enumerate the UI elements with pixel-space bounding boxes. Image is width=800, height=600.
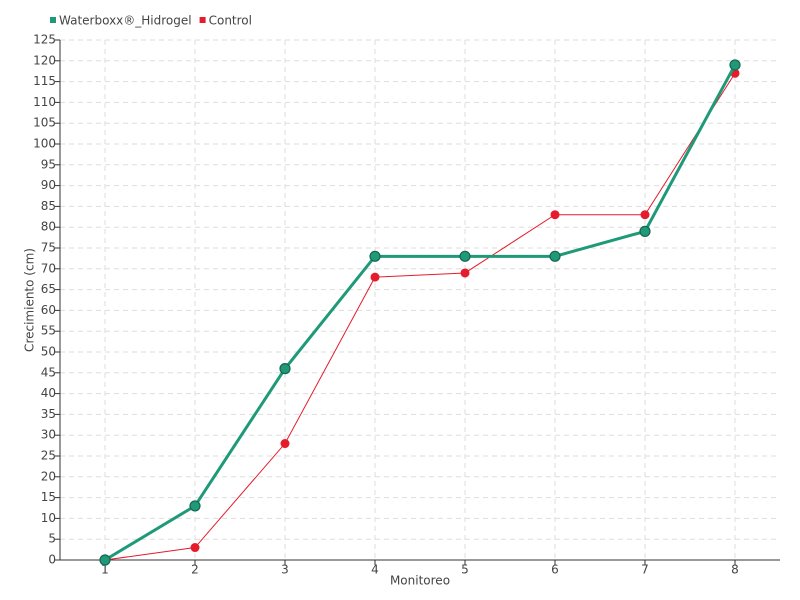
y-tick-label: 90 xyxy=(41,178,56,192)
y-tick-label: 125 xyxy=(33,33,56,47)
y-tick-label: 80 xyxy=(41,220,56,234)
data-point xyxy=(639,225,651,237)
data-point xyxy=(280,439,290,449)
y-tick-label: 85 xyxy=(41,199,56,213)
legend-label: Control xyxy=(209,14,252,28)
y-tick-label: 50 xyxy=(41,345,56,359)
y-tick-label: 75 xyxy=(41,241,56,255)
y-tick-label: 15 xyxy=(41,490,56,504)
x-tick-label: 4 xyxy=(371,563,379,577)
data-point xyxy=(550,210,560,220)
y-tick-label: 65 xyxy=(41,282,56,296)
y-tick-label: 5 xyxy=(48,532,56,546)
y-tick-label: 20 xyxy=(41,469,56,483)
y-tick-label: 25 xyxy=(41,449,56,463)
x-tick-label: 8 xyxy=(731,563,739,577)
y-tick-label: 100 xyxy=(33,137,56,151)
data-point xyxy=(279,363,291,375)
data-point xyxy=(459,250,471,262)
data-point xyxy=(189,500,201,512)
x-tick-label: 6 xyxy=(551,563,559,577)
legend-label: Waterboxx®_Hidrogel xyxy=(59,14,192,28)
legend-swatch xyxy=(199,17,206,23)
series-line xyxy=(104,64,737,562)
data-point xyxy=(99,554,111,566)
x-tick-label: 3 xyxy=(281,563,289,577)
x-tick-label: 5 xyxy=(461,563,469,577)
y-tick-label: 110 xyxy=(33,95,56,109)
y-tick-label: 0 xyxy=(48,553,56,567)
y-tick-label: 70 xyxy=(41,261,56,275)
y-tick-label: 10 xyxy=(41,511,56,525)
y-tick-label: 105 xyxy=(33,116,56,130)
data-point xyxy=(549,250,561,262)
y-tick-label: 115 xyxy=(33,74,56,88)
data-point xyxy=(370,272,380,282)
y-axis-label: Crecimiento (cm) xyxy=(23,248,37,352)
data-point xyxy=(460,268,470,278)
y-tick-label: 60 xyxy=(41,303,56,317)
series-line xyxy=(104,73,736,561)
x-tick-label: 7 xyxy=(641,563,649,577)
x-tick-label: 1 xyxy=(101,563,109,577)
y-tick-label: 40 xyxy=(41,386,56,400)
x-tick-label: 2 xyxy=(191,563,199,577)
legend-swatch xyxy=(50,17,56,23)
y-tick-label: 120 xyxy=(33,53,56,67)
y-tick-label: 45 xyxy=(41,365,56,379)
data-point xyxy=(369,250,381,262)
data-point xyxy=(190,543,200,553)
x-axis-label: Monitoreo xyxy=(390,574,450,588)
y-tick-label: 55 xyxy=(41,324,56,338)
y-tick-label: 30 xyxy=(41,428,56,442)
data-point xyxy=(640,210,650,220)
y-tick-label: 95 xyxy=(41,157,56,171)
y-tick-label: 35 xyxy=(41,407,56,421)
data-point xyxy=(729,59,741,71)
